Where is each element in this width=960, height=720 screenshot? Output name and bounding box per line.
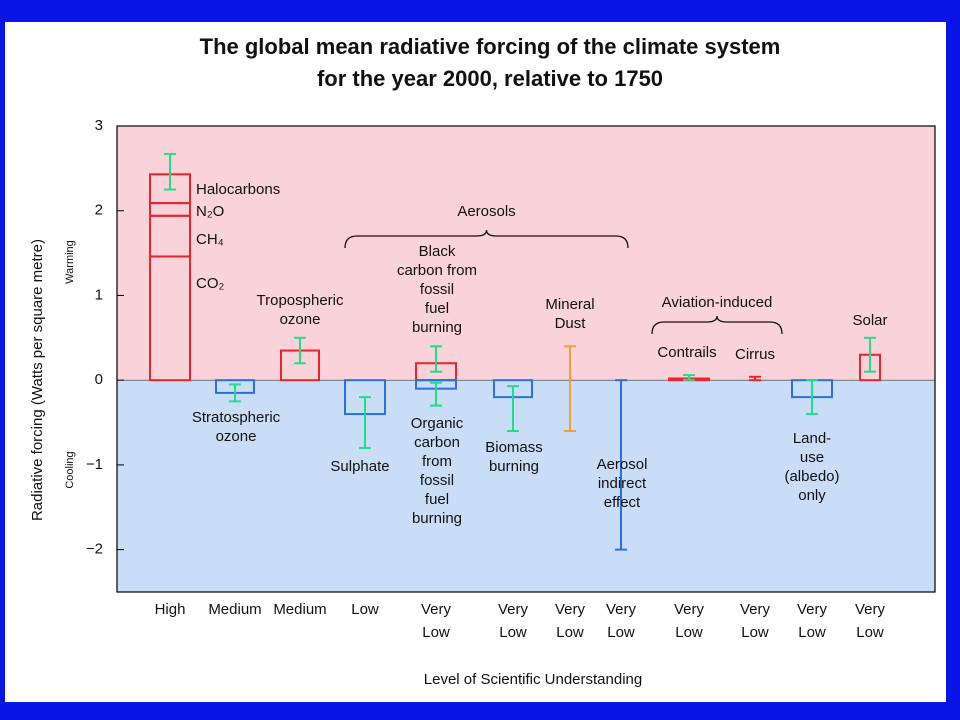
y-tick-label: 3 (95, 117, 103, 134)
region-label: Warming (64, 240, 76, 284)
forcing-label: Aerosol (597, 456, 648, 473)
x-tick-label: Medium (273, 601, 326, 618)
y-tick-label: 0 (95, 371, 103, 388)
forcing-label: Contrails (657, 344, 716, 361)
y-axis-label: Radiative forcing (Watts per square metr… (29, 239, 46, 521)
y-tick-label: −1 (86, 456, 103, 473)
error-bar (749, 375, 761, 382)
forcing-label: fuel (425, 300, 449, 317)
forcing-label: Black (419, 243, 456, 260)
group-label: Aviation-induced (662, 294, 773, 311)
x-tick-label: Very (555, 601, 586, 618)
forcing-label: ozone (216, 428, 257, 445)
x-tick-label: Very (740, 601, 771, 618)
error-bar (294, 336, 306, 365)
forcing-label: carbon (414, 434, 460, 451)
forcing-label: ozone (280, 311, 321, 328)
y-tick-label: 2 (95, 202, 103, 219)
x-tick-label: Low (798, 624, 826, 641)
x-tick-label: Very (797, 601, 828, 618)
forcing-label: Solar (852, 312, 887, 329)
forcing-label: (albedo) (784, 468, 839, 485)
error-bar (229, 383, 241, 403)
x-tick-label: Low (856, 624, 884, 641)
forcing-label: only (798, 487, 826, 504)
segment-label: CO₂ (196, 275, 225, 292)
chart-title: The global mean radiative forcing of the… (200, 34, 781, 59)
forcing-label: indirect (598, 475, 647, 492)
x-tick-label: Very (421, 601, 452, 618)
error-bar (430, 381, 442, 407)
forcing-label: burning (489, 458, 539, 475)
forcing-label: Cirrus (735, 346, 775, 363)
forcing-label: fossil (420, 281, 454, 298)
error-bar (806, 379, 818, 416)
y-tick-label: −2 (86, 541, 103, 558)
forcing-label: Stratospheric (192, 409, 281, 426)
error-bar (507, 385, 519, 433)
y-tick-label: 1 (95, 286, 103, 303)
forcing-label: fossil (420, 472, 454, 489)
x-tick-label: Low (422, 624, 450, 641)
forcing-label: from (422, 453, 452, 470)
forcing-label: effect (604, 494, 641, 511)
x-tick-label: Low (741, 624, 769, 641)
group-label: Aerosols (457, 203, 515, 220)
x-axis-label: Level of Scientific Understanding (424, 671, 642, 688)
forcing-label: use (800, 449, 824, 466)
forcing-label: Land- (793, 430, 831, 447)
forcing-label: Biomass (485, 439, 543, 456)
cooling-region (117, 380, 935, 592)
x-tick-label: Low (556, 624, 584, 641)
warming-region (117, 126, 935, 381)
group-brace (651, 315, 783, 335)
x-tick-label: Low (675, 624, 703, 641)
forcing-label: carbon from (397, 262, 477, 279)
segment-label: Halocarbons (196, 181, 280, 198)
x-tick-label: Low (351, 601, 379, 618)
forcing-label: fuel (425, 491, 449, 508)
x-tick-label: Low (499, 624, 527, 641)
plot-frame (116, 125, 936, 593)
forcing-label: Sulphate (330, 458, 389, 475)
x-tick-label: Medium (208, 601, 261, 618)
x-tick-label: Very (855, 601, 886, 618)
x-tick-label: Very (674, 601, 705, 618)
error-bar (615, 379, 627, 551)
x-tick-label: High (155, 601, 186, 618)
region-label: Cooling (64, 451, 76, 488)
error-bar (564, 345, 576, 433)
chart-title: for the year 2000, relative to 1750 (317, 66, 663, 91)
error-bar (864, 336, 876, 373)
forcing-label: burning (412, 510, 462, 527)
segment-label: CH₄ (196, 231, 224, 248)
forcing-label: Organic (411, 415, 464, 432)
forcing-label: Dust (555, 315, 587, 332)
group-brace (344, 229, 629, 249)
error-bar (683, 374, 695, 381)
forcing-label: Mineral (545, 296, 594, 313)
forcing-label: burning (412, 319, 462, 336)
forcing-label: Tropospheric (257, 292, 344, 309)
error-bar (430, 345, 442, 373)
error-bar (359, 396, 371, 449)
x-tick-label: Very (498, 601, 529, 618)
error-bar (164, 152, 176, 191)
x-tick-label: Low (607, 624, 635, 641)
segment-label: N₂O (196, 203, 224, 220)
x-tick-label: Very (606, 601, 637, 618)
